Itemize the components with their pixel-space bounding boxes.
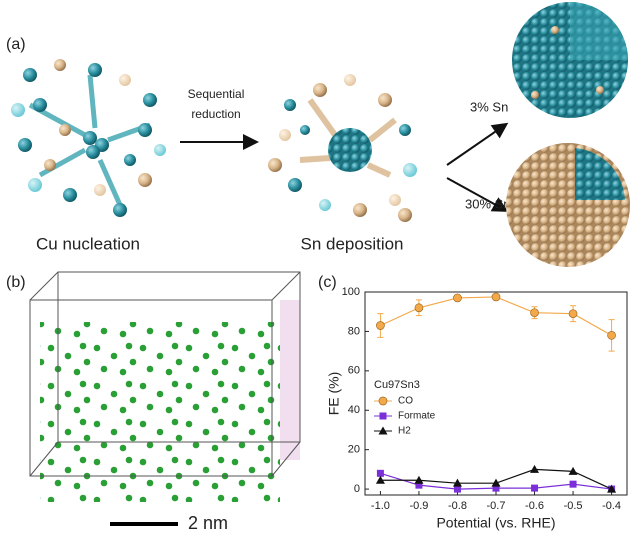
atom-probe-box	[30, 272, 300, 502]
data-point	[453, 294, 461, 302]
x-tick-label: -0.6	[525, 500, 544, 512]
data-point	[570, 481, 577, 488]
legend-marker	[380, 413, 387, 420]
y-tick-label: 80	[348, 325, 360, 337]
arrow	[447, 125, 505, 165]
y-tick-label: 20	[348, 444, 360, 456]
data-point	[415, 304, 423, 312]
data-point	[376, 322, 384, 330]
legend-marker	[379, 397, 387, 405]
data-point	[608, 331, 616, 339]
y-tick-label: 100	[342, 286, 360, 298]
legend-label: CO	[398, 396, 413, 407]
y-tick-label: 60	[348, 365, 360, 377]
y-axis-label: FE (%)	[326, 372, 342, 416]
x-tick-label: -0.5	[564, 500, 583, 512]
sn-deposition-illustration	[268, 74, 417, 222]
product-label: 30% Sn	[465, 196, 511, 211]
y-tick-label: 0	[354, 483, 360, 495]
data-point	[492, 293, 500, 301]
panel-label: (b)	[6, 274, 26, 291]
x-axis-label: Potential (vs. RHE)	[436, 515, 555, 531]
arrow-label: Sequential	[188, 87, 245, 101]
y-tick-label: 40	[348, 404, 360, 416]
step-label: Cu nucleation	[36, 234, 140, 253]
nanoparticle-3pct	[512, 2, 628, 118]
product-label: 3% Sn	[470, 99, 508, 114]
data-point	[531, 309, 539, 317]
panel-label: (c)	[318, 274, 337, 291]
x-tick-label: -0.9	[409, 500, 428, 512]
legend-label: Formate	[398, 411, 436, 422]
cu-nucleation-illustration	[11, 59, 166, 217]
data-point	[569, 310, 577, 318]
legend-label: H2	[398, 426, 411, 437]
scale-bar-label: 2 nm	[188, 513, 228, 533]
series-line	[380, 297, 611, 335]
data-point	[531, 485, 538, 492]
data-point	[530, 465, 539, 473]
x-tick-label: -1.0	[371, 500, 390, 512]
arrow-label: reduction	[191, 107, 240, 121]
step-label: Sn deposition	[300, 234, 403, 253]
figure: (a) Cu nucleation Sequential reduction S…	[0, 0, 636, 534]
x-tick-label: -0.8	[448, 500, 467, 512]
panel-label: (a)	[6, 36, 26, 53]
fe-chart: 0 20 40 60 80 100 -1.0 -0.9 -0.8 -0.7 -0.6 -0.5 -0.4…	[326, 286, 627, 531]
x-tick-label: -0.4	[602, 500, 621, 512]
legend-title: Cu97Sn3	[374, 379, 420, 391]
nanoparticle-30pct	[506, 143, 630, 267]
x-tick-label: -0.7	[487, 500, 506, 512]
